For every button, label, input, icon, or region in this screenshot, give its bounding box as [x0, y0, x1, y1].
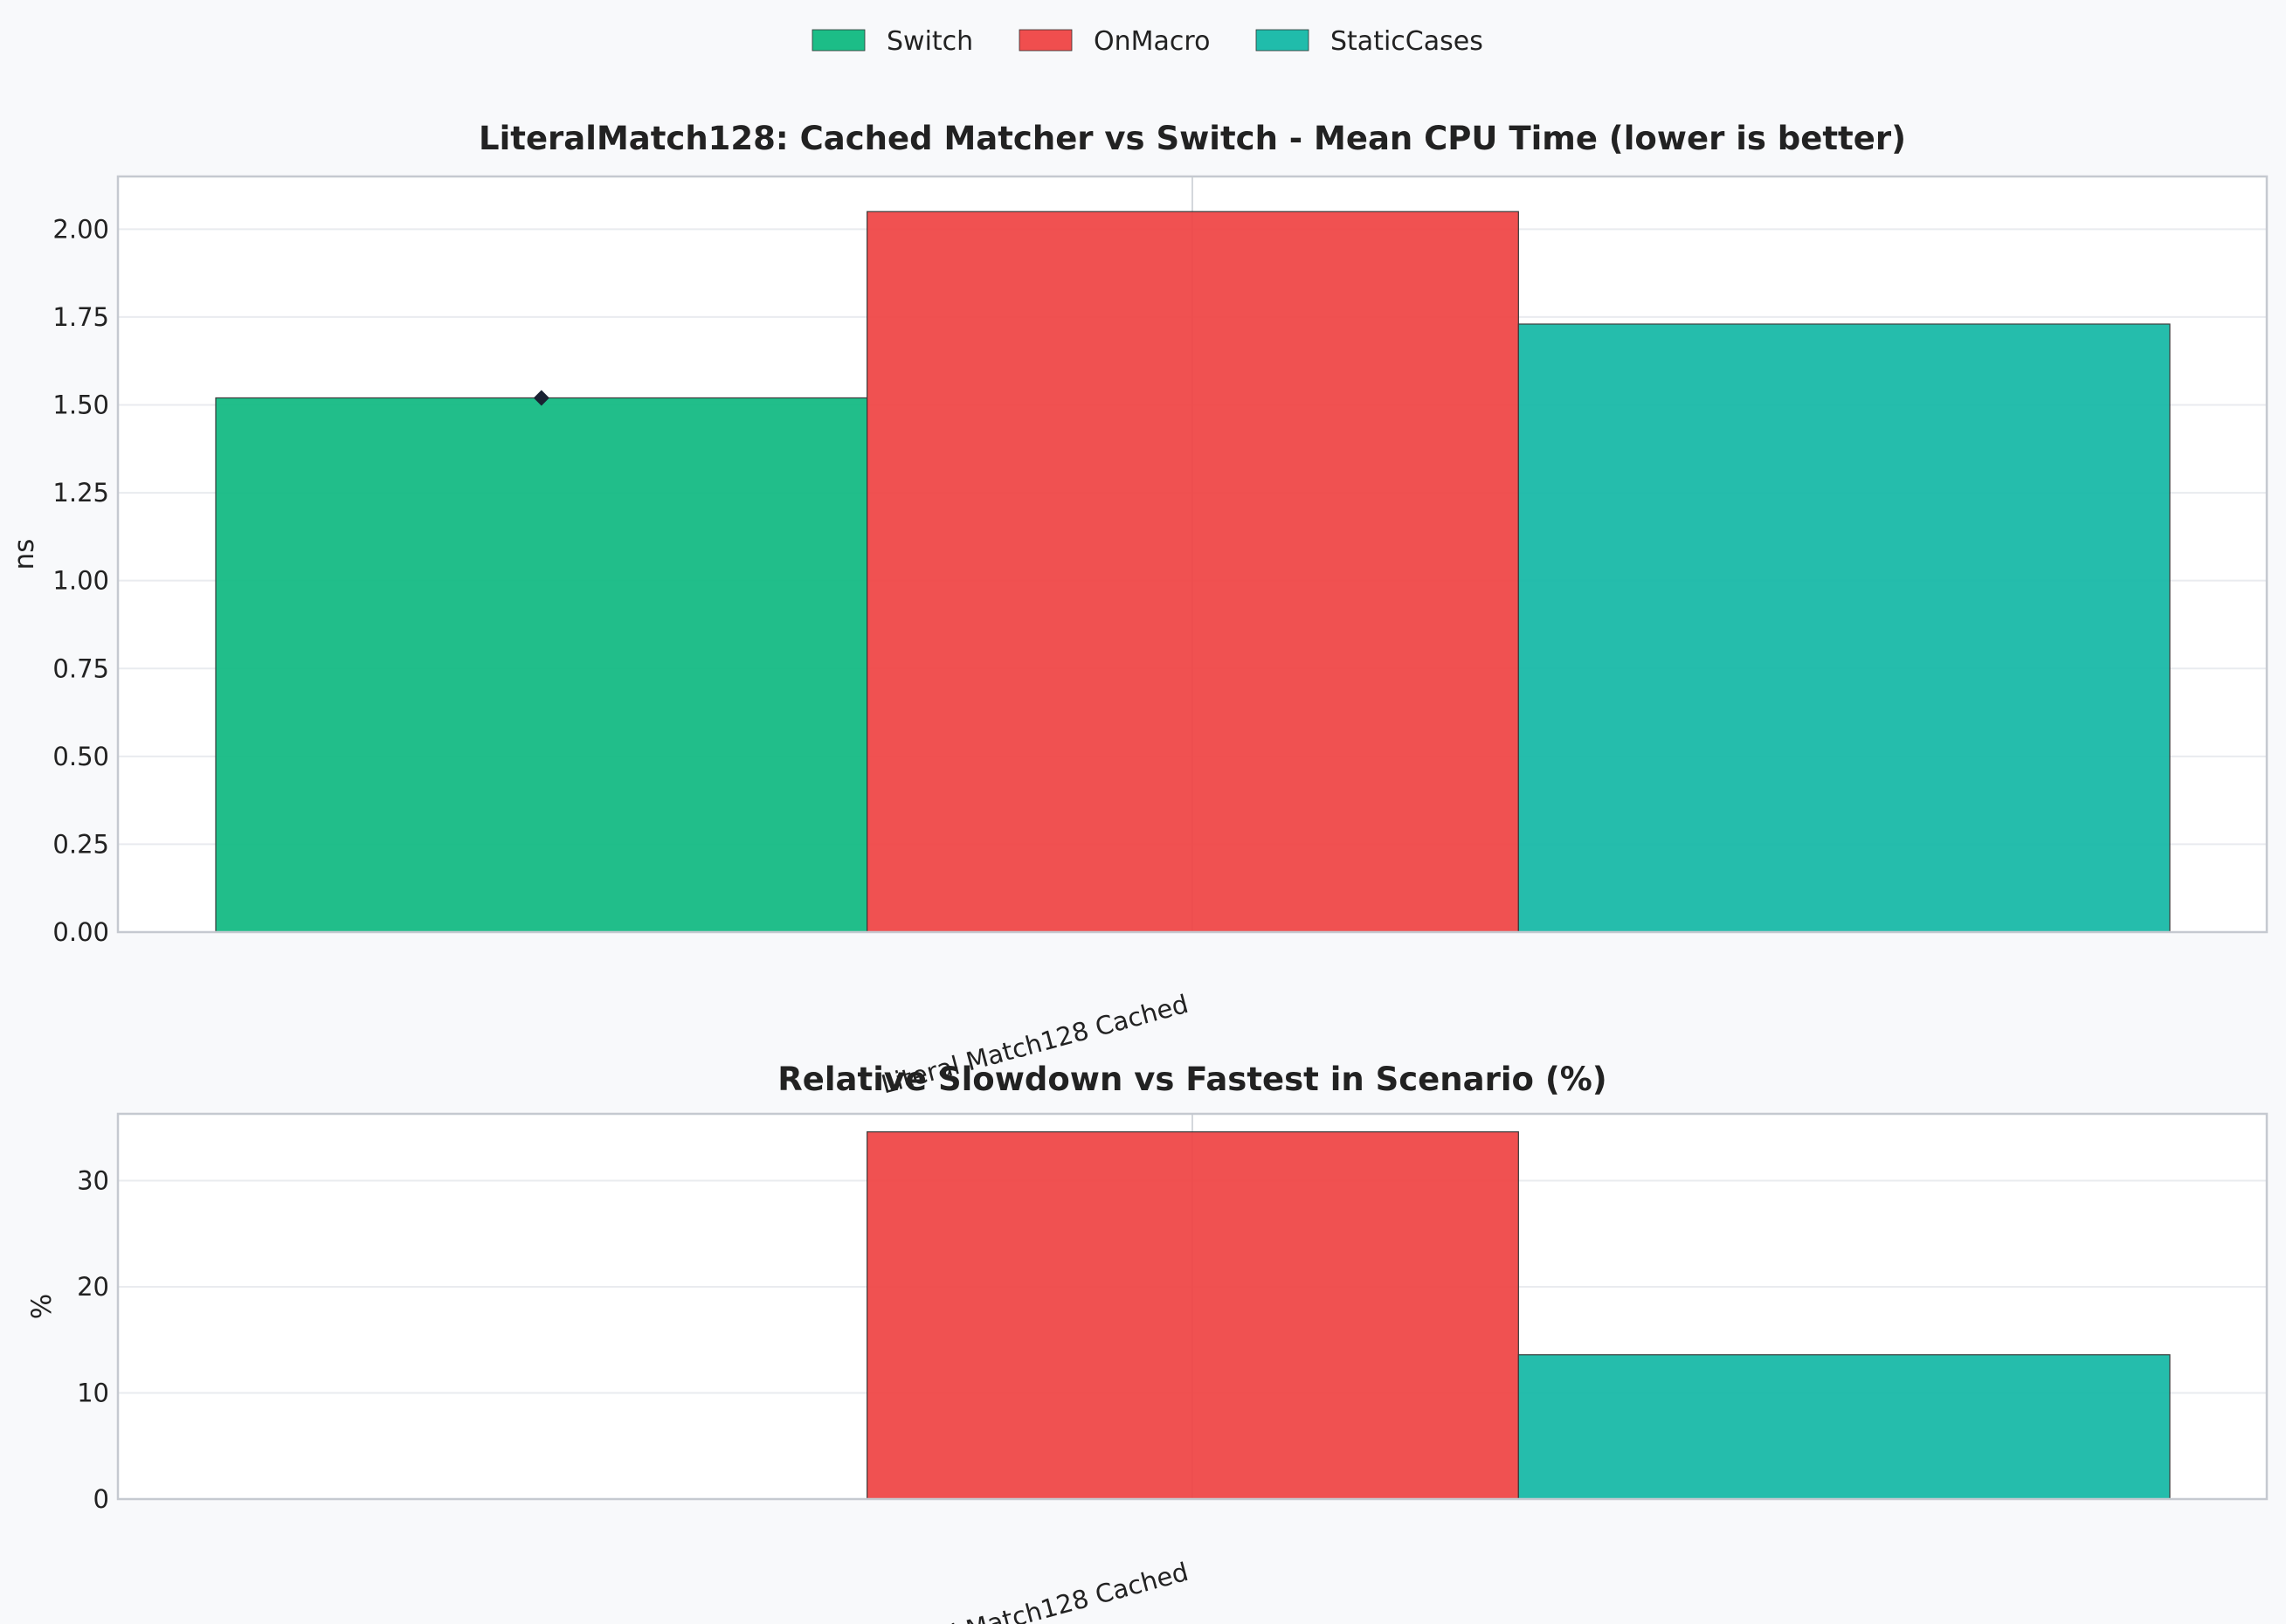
- slowdown-ytick-label: 20: [77, 1272, 109, 1302]
- slowdown-ytick-label: 10: [77, 1379, 109, 1408]
- cpu-time-ytick-label: 0.50: [52, 742, 109, 771]
- slowdown-plot-frame: [116, 1112, 2269, 1501]
- cpu-time-marker-switch: [533, 390, 549, 406]
- slowdown-bar-onmacro: [867, 1131, 1519, 1500]
- cpu-time-bar-staticcases: [1517, 323, 2171, 933]
- legend-label-staticcases: StaticCases: [1330, 26, 1483, 57]
- slowdown-bar-staticcases: [1517, 1354, 2171, 1500]
- slowdown-title: Relative Slowdown vs Fastest in Scenario…: [777, 1061, 1606, 1098]
- cpu-time-ytick-label: 0.00: [52, 917, 109, 947]
- legend: Switch OnMacro StaticCases: [811, 26, 1483, 57]
- slowdown-ytick-label: 0: [93, 1484, 109, 1514]
- cpu-time-ytick-label: 1.00: [52, 566, 109, 596]
- slowdown-category-label: Literal Match128 Cached: [878, 1557, 1191, 1624]
- slowdown-y-axis-label: %: [26, 1294, 58, 1319]
- cpu-time-ytick-label: 1.50: [52, 390, 109, 420]
- legend-swatch-switch: [811, 29, 866, 52]
- cpu-time-ytick-label: 1.75: [52, 302, 109, 332]
- cpu-time-ytick-label: 0.75: [52, 653, 109, 683]
- relative-slowdown-panel: 0 10 20 30 Literal Match128 Cached Relative S…: [26, 1061, 2269, 1624]
- cpu-time-bar-switch: [215, 397, 868, 933]
- mean-cpu-time-panel: 0.00 0.25 0.50 0.75 1.00 1.25 1.50 1.75 2.00 Lite…: [9, 120, 2269, 1099]
- legend-label-onmacro: OnMacro: [1094, 26, 1210, 57]
- legend-swatch-staticcases: [1255, 29, 1309, 52]
- legend-swatch-onmacro: [1019, 29, 1073, 52]
- cpu-time-plot-frame: [116, 175, 2269, 934]
- cpu-time-title: LiteralMatch128: Cached Matcher vs Switc…: [479, 120, 1906, 157]
- slowdown-ytick-label: 30: [77, 1166, 109, 1196]
- cpu-time-ytick-label: 0.25: [52, 829, 109, 859]
- cpu-time-ytick-label: 1.25: [52, 478, 109, 508]
- cpu-time-y-axis-label: ns: [9, 539, 40, 570]
- legend-label-switch: Switch: [887, 26, 973, 57]
- cpu-time-bar-onmacro: [867, 211, 1519, 933]
- cpu-time-ytick-label: 2.00: [52, 214, 109, 244]
